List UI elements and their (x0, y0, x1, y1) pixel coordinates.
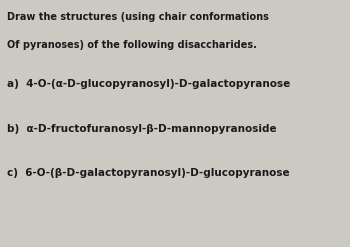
Text: c)  6-O-(β-D-galactopyranosyl)-D-glucopyranose: c) 6-O-(β-D-galactopyranosyl)-D-glucopyr… (7, 168, 290, 178)
Text: Of pyranoses) of the following disaccharides.: Of pyranoses) of the following disacchar… (7, 40, 257, 49)
Text: b)  α-D-fructofuranosyl-β-D-mannopyranoside: b) α-D-fructofuranosyl-β-D-mannopyranosi… (7, 124, 276, 133)
Text: Draw the structures (using chair conformations: Draw the structures (using chair conform… (7, 12, 269, 22)
Text: a)  4-O-(α-D-glucopyranosyl)-D-galactopyranose: a) 4-O-(α-D-glucopyranosyl)-D-galactopyr… (7, 79, 290, 89)
